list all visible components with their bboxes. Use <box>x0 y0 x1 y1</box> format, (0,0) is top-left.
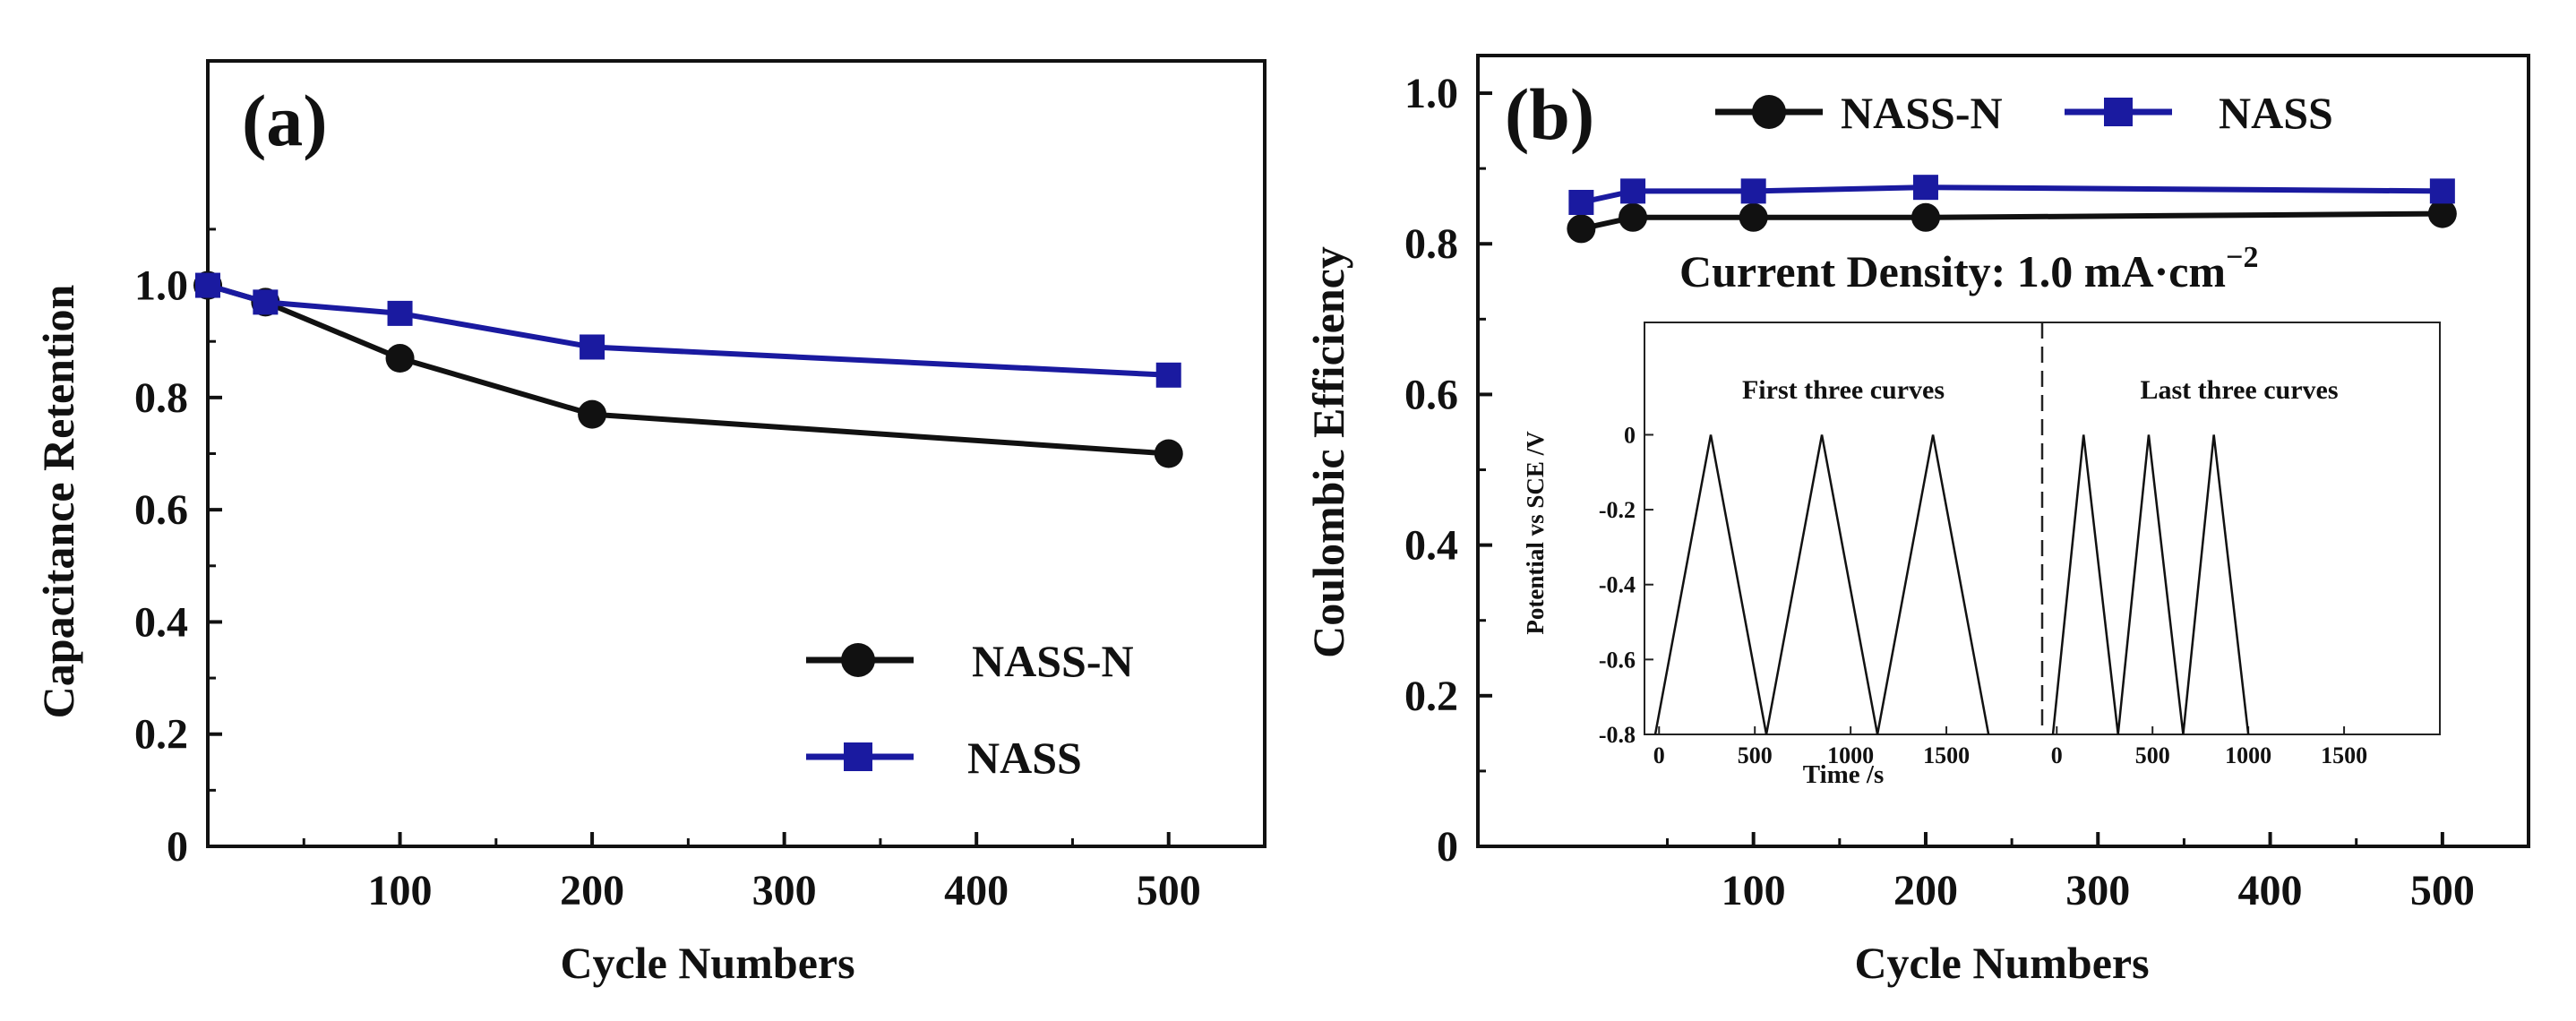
x-axis-label-b: Cycle Numbers <box>1854 938 2149 988</box>
legend-marker-b-nass-n <box>1752 95 1786 129</box>
inset-axes: 0 -0.2 -0.4 -0.6 -0.8 0 500 1000 1500 0 500 1000 150… <box>1599 422 2367 768</box>
point-b-nass-3 <box>1912 175 1938 201</box>
point-a-nass-n-2 <box>385 344 415 373</box>
x-tick-label-a-4: 500 <box>1137 867 1201 914</box>
inset-y-axis-label: Potential vs SCE /V <box>1522 431 1549 635</box>
inset-panel-label-last: Last three curves <box>2140 375 2338 405</box>
current-density-annotation: Current Density: 1.0 mA·cm−2 <box>1679 241 2258 296</box>
point-b-nass-0 <box>1568 189 1594 215</box>
legend-marker-b-nass <box>2104 98 2133 126</box>
x-tick-label-b-1: 200 <box>1893 867 1958 914</box>
inset-y-tick-label-3: -0.6 <box>1599 647 1636 673</box>
y-tick-label-a-5: 1.0 <box>134 262 188 310</box>
y-axis-label-b: Coulombic Efficiency <box>1303 246 1353 658</box>
legend-label-nass-n: NASS-N <box>972 636 1134 686</box>
point-a-nass-2 <box>387 300 413 326</box>
inset-x-tick-label-0-3: 1500 <box>1923 742 1970 768</box>
series-line-a-nass <box>207 282 1169 378</box>
point-a-nass-0 <box>195 272 220 298</box>
y-tick-label-b-3: 0.6 <box>1404 371 1458 418</box>
point-b-nass-n-2 <box>1739 202 1768 232</box>
y-tick-label-a-3: 0.6 <box>134 486 188 534</box>
panel-label-b: (b) <box>1505 73 1594 155</box>
legend-label-b-nass-n: NASS-N <box>1841 88 2003 138</box>
series-layer-a <box>193 270 1183 468</box>
series-line-b-nass-n <box>1580 210 2443 232</box>
point-b-nass-n-1 <box>1619 202 1648 232</box>
inset-y-tick-label-2: -0.4 <box>1599 572 1636 598</box>
x-tick-label-b-4: 500 <box>2410 867 2475 914</box>
inset-x-tick-label-1-3: 1500 <box>2321 742 2367 768</box>
x-axis-label-a: Cycle Numbers <box>560 938 854 988</box>
point-a-nass-3 <box>580 334 605 360</box>
legend-a: NASS-N NASS <box>806 636 1134 783</box>
x-tick-label-a-3: 400 <box>944 867 1009 914</box>
annotation-text: Current Density: 1.0 mA·cm <box>1679 246 2226 296</box>
x-tick-label-a-2: 300 <box>752 867 817 914</box>
inset-x-axis-label: Time /s <box>1803 760 1885 789</box>
panel-label-a: (a) <box>242 80 328 161</box>
x-tick-label-b-0: 100 <box>1722 867 1786 914</box>
inset: 0 -0.2 -0.4 -0.6 -0.8 0 500 1000 1500 0 500 1000 150… <box>1522 322 2441 789</box>
panel-b: (b) 100 200 300 400 500 0 0.2 0.4 0.6 0.8 1.0 Cyc… <box>1303 54 2530 988</box>
inset-curve-1 <box>2051 434 2250 735</box>
inset-x-tick-label-1-1: 500 <box>2135 742 2170 768</box>
legend-label-nass: NASS <box>967 733 1082 783</box>
inset-x-tick-label-0-2: 1000 <box>1827 742 1874 768</box>
inset-x-tick-label-0-1: 500 <box>1738 742 1773 768</box>
y-axis-a: 0 0.2 0.4 0.6 0.8 1.0 <box>134 227 222 871</box>
point-a-nass-4 <box>1155 362 1181 388</box>
inset-panel-label-first: First three curves <box>1742 375 1945 405</box>
x-tick-label-a-0: 100 <box>368 867 433 914</box>
legend-label-b-nass: NASS <box>2219 88 2333 138</box>
inset-x-tick-label-1-0: 0 <box>2051 742 2063 768</box>
x-tick-label-a-1: 200 <box>560 867 624 914</box>
legend-marker-nass-n <box>841 643 875 677</box>
y-tick-label-a-2: 0.4 <box>134 598 188 646</box>
y-tick-label-b-4: 0.8 <box>1404 220 1458 268</box>
y-axis-b: 0 0.2 0.4 0.6 0.8 1.0 <box>1404 70 1492 871</box>
plot-frame-a <box>206 59 1267 848</box>
point-b-nass-4 <box>2429 178 2455 204</box>
point-b-nass-n-3 <box>1911 202 1940 232</box>
point-b-nass-n-0 <box>1567 214 1596 244</box>
point-b-nass-n-4 <box>2427 199 2457 228</box>
series-line-b-nass <box>1580 184 2443 205</box>
x-tick-label-b-2: 300 <box>2065 867 2130 914</box>
inset-y-tick-label-0: 0 <box>1624 422 1636 448</box>
panel-a: (a) 100 200 300 400 500 0 0.2 0.4 0.6 0.8 1.0 Cyc… <box>33 59 1267 988</box>
point-a-nass-1 <box>253 289 279 315</box>
legend-marker-nass <box>844 742 872 771</box>
y-tick-label-a-1: 0.2 <box>134 711 188 759</box>
x-tick-label-b-3: 400 <box>2238 867 2303 914</box>
point-a-nass-n-4 <box>1154 439 1183 468</box>
y-tick-label-b-1: 0.2 <box>1404 673 1458 720</box>
inset-x-tick-label-0-0: 0 <box>1653 742 1665 768</box>
x-axis-b: 100 200 300 400 500 <box>1666 832 2475 914</box>
annotation-superscript: −2 <box>2226 241 2258 274</box>
y-axis-label-a: Capacitance Retention <box>33 284 83 718</box>
y-tick-label-b-2: 0.4 <box>1404 522 1458 570</box>
inset-x-tick-label-1-2: 1000 <box>2225 742 2271 768</box>
point-b-nass-1 <box>1620 178 1646 204</box>
y-tick-label-b-0: 0 <box>1437 823 1458 871</box>
legend-b: NASS-N NASS <box>1715 88 2333 138</box>
inset-curve-0 <box>1653 434 1990 735</box>
y-tick-label-b-5: 1.0 <box>1404 70 1458 117</box>
inset-y-tick-label-4: -0.8 <box>1599 722 1636 748</box>
point-a-nass-n-3 <box>578 399 607 429</box>
series-layer-b <box>1567 175 2457 244</box>
point-b-nass-2 <box>1740 178 1766 204</box>
y-tick-label-a-4: 0.8 <box>134 374 188 422</box>
x-axis-a: 100 200 300 400 500 <box>302 832 1201 914</box>
y-tick-label-a-0: 0 <box>167 823 188 871</box>
inset-y-tick-label-1: -0.2 <box>1599 497 1636 523</box>
plot-frame-b <box>1476 54 2530 848</box>
